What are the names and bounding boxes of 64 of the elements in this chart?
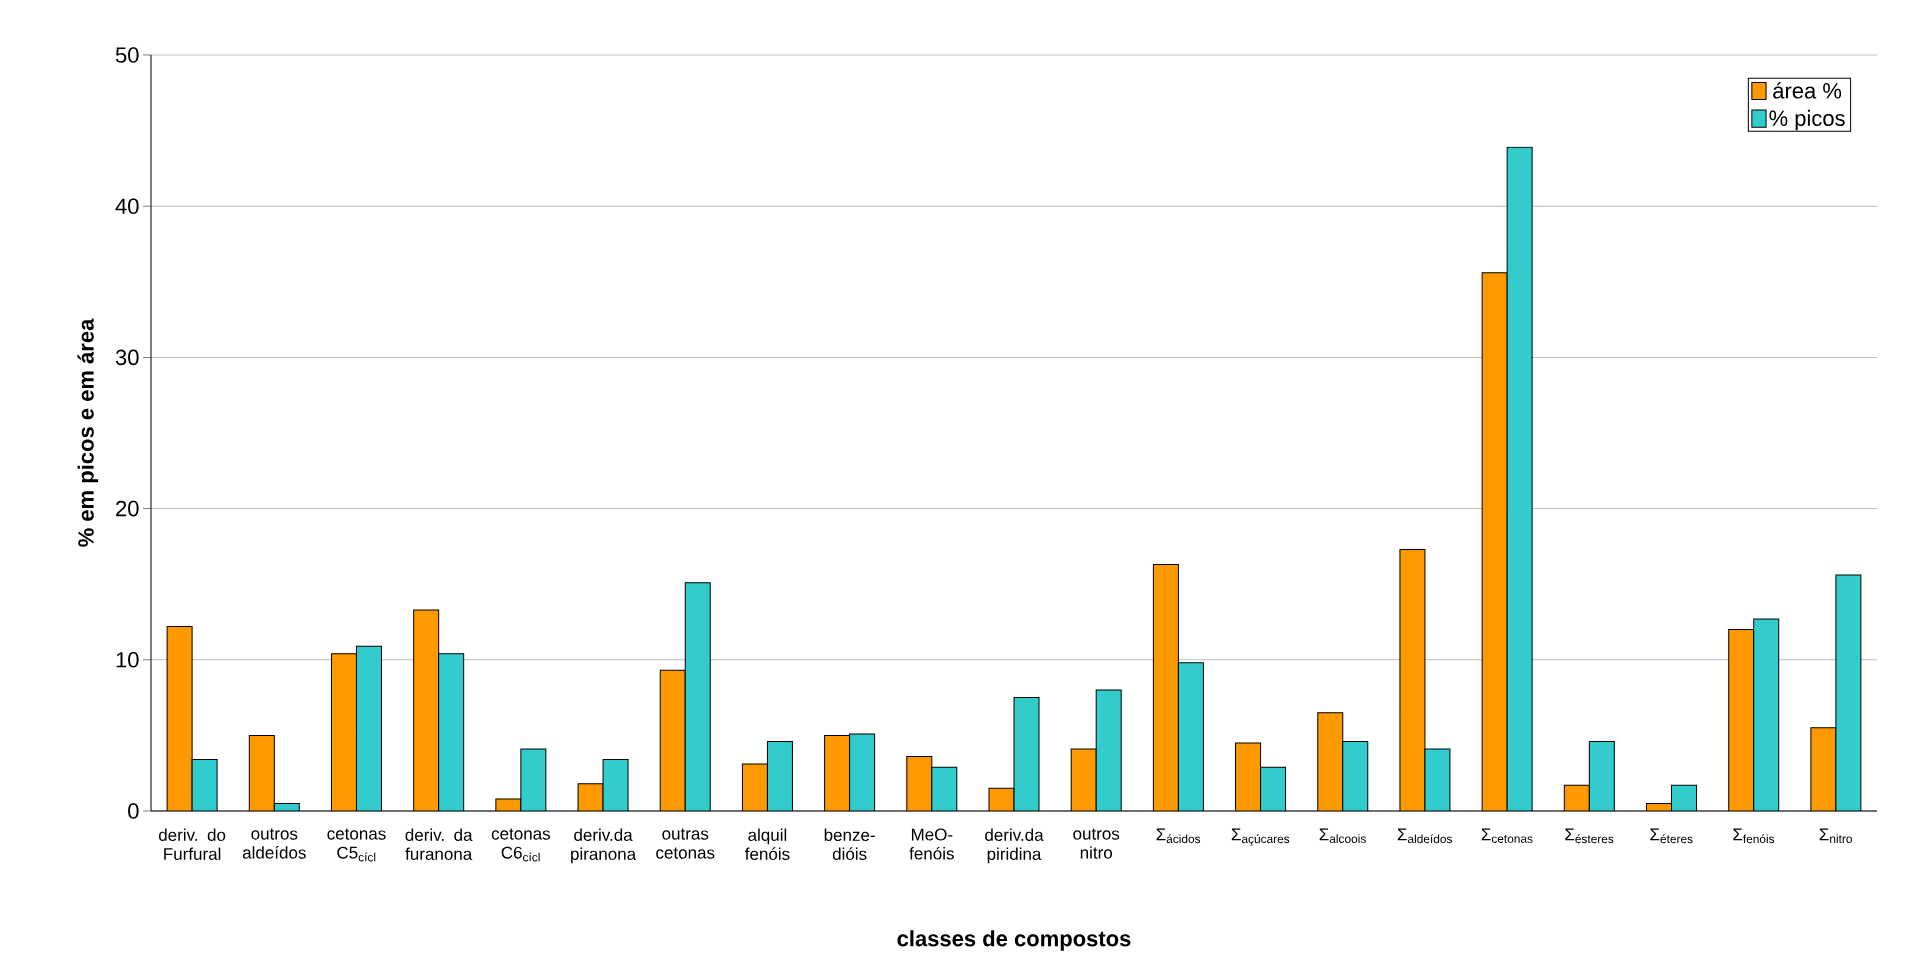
bar — [1507, 147, 1533, 811]
y-tick-label: 30 — [115, 349, 139, 366]
x-tick-label: outras cetonas — [656, 828, 715, 859]
bar — [1810, 727, 1837, 811]
bar — [331, 653, 357, 811]
y-tick-label: 10 — [116, 651, 139, 668]
bar — [1753, 618, 1779, 811]
bar — [849, 733, 875, 811]
bar — [1564, 785, 1590, 811]
x-tick-label: deriv. do Furfural — [158, 828, 226, 861]
x-tick-label: Σ$_{alcoois}$ — [1319, 828, 1366, 843]
x-tick-label: deriv.da piranona — [571, 828, 637, 864]
x-tick-label: outros aldeídos — [242, 828, 306, 859]
bar — [356, 646, 382, 811]
x-tick-label: cetonas C5$_{cícl}$ — [327, 828, 386, 862]
bar — [438, 653, 464, 811]
x-axis-title: classes de compostos — [897, 930, 1131, 951]
bar — [1014, 697, 1039, 811]
x-tick-label: Σ$_{nitro}$ — [1819, 828, 1852, 843]
bar — [1178, 662, 1204, 811]
bar — [167, 626, 193, 811]
bar — [767, 741, 793, 811]
x-tick-label: Σ$_{ácidos}$ — [1156, 828, 1201, 844]
x-tick-label: Σ$_{ésteres}$ — [1565, 828, 1614, 844]
x-tick-label: deriv.da piridina — [985, 828, 1044, 864]
bar — [1260, 767, 1286, 811]
x-tick-label: cetonas C6$_{cícl}$ — [491, 828, 551, 862]
legend-label: % picos — [1769, 109, 1845, 131]
bar — [824, 735, 850, 811]
bar — [742, 764, 768, 811]
bar — [249, 735, 275, 811]
bar — [1342, 741, 1368, 811]
bar — [685, 582, 711, 811]
x-tick-label: Σ$_{açúcares}$ — [1231, 828, 1290, 846]
bar — [931, 767, 957, 811]
x-tick-label: Σ$_{fenóis}$ — [1733, 828, 1775, 844]
y-axis-title: % em picos e em área — [77, 318, 99, 547]
bar — [1835, 574, 1862, 811]
bar — [1671, 785, 1697, 811]
x-tick-label: Σ$_{cetonas}$ — [1481, 828, 1533, 843]
y-tick-label: 0 — [128, 803, 139, 819]
bar — [1589, 741, 1615, 811]
y-tick-label: 40 — [115, 198, 139, 214]
bar — [1399, 549, 1425, 811]
bar — [1071, 749, 1097, 811]
x-tick-label: deriv. da furanona — [405, 828, 473, 861]
bar — [906, 756, 932, 811]
y-tick-label: 20 — [116, 500, 139, 517]
bar — [1728, 629, 1754, 811]
bar — [1153, 564, 1179, 811]
x-tick-label: Σ$_{aldeídos}$ — [1397, 828, 1453, 844]
x-tick-label: MeO-fenóis — [909, 828, 954, 860]
y-tick-label: 50 — [115, 47, 139, 63]
x-tick-label: benze-dióis — [824, 828, 875, 861]
x-tick-label: alquil fenóis — [744, 828, 790, 861]
bar — [1096, 690, 1122, 811]
bar — [413, 609, 439, 811]
bar — [660, 670, 686, 811]
x-tick-label: outros nitro — [1073, 828, 1120, 859]
legend-label: área % — [1773, 82, 1842, 99]
bar — [1317, 712, 1343, 811]
x-tick-label: Σ$_{éteres}$ — [1650, 828, 1693, 844]
bar — [1482, 272, 1508, 811]
bar — [1235, 742, 1261, 811]
